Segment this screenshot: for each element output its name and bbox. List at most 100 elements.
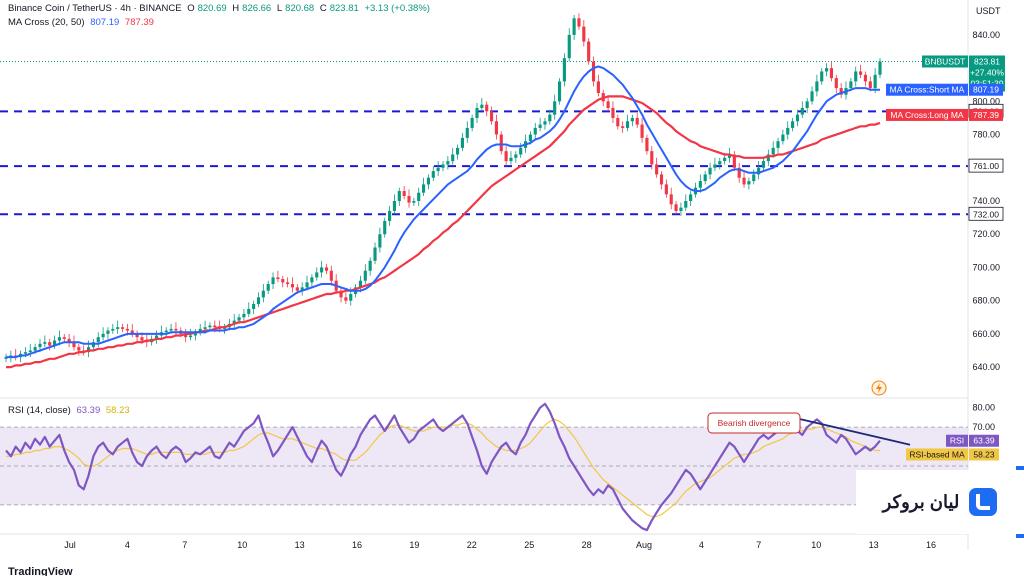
candle-body <box>252 303 256 309</box>
candle-body <box>640 124 644 138</box>
rsi-ma-value-text: 58.23 <box>973 449 995 459</box>
candle-body <box>324 267 329 271</box>
tradingview-logo[interactable]: TradingView <box>8 566 73 576</box>
price-tick-label: 840.00 <box>972 30 1000 40</box>
candle-body <box>305 282 309 288</box>
rsi-legend[interactable]: RSI (14, close) 63.39 58.23 <box>8 405 133 416</box>
candle-body <box>689 194 693 201</box>
time-tick-label: 25 <box>524 540 534 550</box>
candle-body <box>562 58 566 82</box>
candle-body <box>572 18 576 35</box>
symbol-title[interactable]: Binance Coin / TetherUS · 4h · BINANCE <box>8 3 182 14</box>
candle-body <box>329 270 333 281</box>
time-tick-label: 28 <box>582 540 592 550</box>
candle-body <box>72 342 76 348</box>
candle-body <box>281 279 285 283</box>
time-tick-label: 7 <box>756 540 761 550</box>
candle-body <box>664 184 668 195</box>
candle-body <box>587 41 591 62</box>
divergence-trendline <box>792 416 911 446</box>
candle-body <box>723 157 727 162</box>
candle-body <box>164 330 168 333</box>
time-axis[interactable]: Jul 4 7 10 13 16 19 22 25 28 Aug 4 7 10 13 16 <box>64 540 936 550</box>
candle-body <box>266 284 270 291</box>
candle-body <box>771 147 775 155</box>
ma-long-value: 787.39 <box>124 17 154 28</box>
candle-body <box>708 167 712 175</box>
candle-body <box>373 247 377 261</box>
candle-body <box>261 290 265 298</box>
candle-body <box>839 88 843 95</box>
candle-body <box>169 328 173 331</box>
time-tick-label: 10 <box>811 540 821 550</box>
long-ma-line <box>6 95 881 369</box>
ma-cross-label[interactable]: MA Cross (20, 50) <box>8 17 85 28</box>
price-axis[interactable]: 840.00820.00800.00780.00760.00740.00720.… <box>972 30 1000 372</box>
candle-body <box>417 192 421 201</box>
candle-body <box>810 91 814 102</box>
candle-body <box>397 191 401 201</box>
candle-body <box>213 325 217 328</box>
last-price-text: 823.81 <box>974 56 1000 66</box>
candle-body <box>446 161 450 165</box>
candle-body <box>184 333 188 338</box>
long-ma-label-text: MA Cross:Long MA <box>890 110 964 120</box>
candle-body <box>752 174 756 182</box>
candle-body <box>392 201 397 211</box>
candle-body <box>645 137 649 152</box>
rsi-tick-label: 80.00 <box>972 403 995 413</box>
candle-body <box>742 177 746 185</box>
time-tick-label: 16 <box>926 540 936 550</box>
time-tick-label: 19 <box>409 540 419 550</box>
time-tick-label: 4 <box>125 540 130 550</box>
candle-body <box>737 167 741 178</box>
time-tick-label: Aug <box>636 540 652 550</box>
candle-body <box>703 174 707 182</box>
rsi-label[interactable]: RSI (14, close) <box>8 405 71 416</box>
price-tick-label: 640.00 <box>972 362 1000 372</box>
candle-body <box>567 34 571 59</box>
candle-body <box>465 127 469 138</box>
currency-label[interactable]: USDT <box>976 6 1001 16</box>
time-tick-label: 22 <box>467 540 477 550</box>
close-value: 823.81 <box>329 3 359 14</box>
candle-body <box>339 290 343 298</box>
rsi-label-text: RSI <box>950 436 964 446</box>
ma-cross-legend[interactable]: MA Cross (20, 50) 807.19 787.39 <box>8 17 157 28</box>
candle-body <box>378 234 382 248</box>
countdown-text: 03:51:39 <box>970 78 1003 88</box>
time-tick-label: 7 <box>182 540 187 550</box>
candle-body <box>698 181 702 188</box>
candle-body <box>363 270 367 281</box>
rsi-value-tag <box>969 434 999 447</box>
candle-body <box>761 161 766 168</box>
long-ma-label-tag <box>886 108 968 121</box>
candle-body <box>436 167 440 172</box>
candle-body <box>232 320 236 324</box>
candle-body <box>591 61 596 82</box>
candle-body <box>863 74 868 82</box>
candle-body <box>795 114 800 122</box>
rsi-ma-line <box>6 418 880 518</box>
time-tick-label: Jul <box>64 540 76 550</box>
open-value: 820.69 <box>197 3 227 14</box>
candle-body <box>388 210 392 221</box>
candle-body <box>358 280 363 288</box>
chart-header: Binance Coin / TetherUS · 4h · BINANCE O… <box>8 3 430 14</box>
candle-body <box>383 220 387 235</box>
candle-body <box>669 194 673 205</box>
candle-body <box>684 201 688 208</box>
candle-body <box>188 335 193 338</box>
candle-body <box>659 174 664 185</box>
lightning-icon[interactable] <box>871 380 887 396</box>
candle-body <box>154 335 159 339</box>
candle-body <box>815 81 819 92</box>
candle-body <box>499 134 503 152</box>
candle-body <box>300 287 304 291</box>
time-tick-label: 13 <box>295 540 305 550</box>
candle-body <box>747 181 751 185</box>
candle-body <box>528 134 532 142</box>
